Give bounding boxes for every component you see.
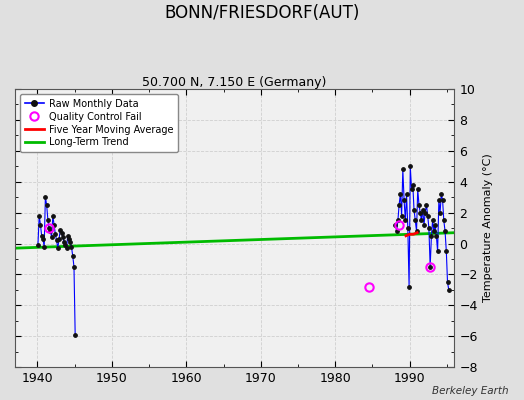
Point xyxy=(397,212,406,219)
Point xyxy=(62,245,71,251)
Point xyxy=(55,236,63,242)
Point xyxy=(419,206,427,213)
Point xyxy=(444,287,453,293)
Point xyxy=(39,236,47,242)
Point xyxy=(441,228,449,234)
Text: Berkeley Earth: Berkeley Earth xyxy=(432,386,508,396)
Point xyxy=(415,202,423,208)
Point xyxy=(42,202,51,208)
Point xyxy=(432,232,441,239)
Point xyxy=(405,284,413,290)
Point xyxy=(61,242,70,248)
Point xyxy=(394,217,402,224)
Point xyxy=(52,237,61,244)
Point xyxy=(63,232,72,239)
Point xyxy=(406,163,414,170)
Point xyxy=(49,212,57,219)
Point xyxy=(392,228,401,234)
Point xyxy=(422,202,431,208)
Point xyxy=(433,248,442,254)
Point xyxy=(429,217,437,224)
Point xyxy=(425,225,433,231)
Point xyxy=(439,197,447,204)
Point xyxy=(35,212,43,219)
Point xyxy=(70,264,78,270)
Title: 50.700 N, 7.150 E (Germany): 50.700 N, 7.150 E (Germany) xyxy=(143,76,327,89)
Point xyxy=(69,253,77,259)
Point xyxy=(402,191,411,197)
Point xyxy=(71,332,79,338)
Point xyxy=(41,194,50,200)
Point xyxy=(34,242,42,248)
Point xyxy=(400,197,408,204)
Point xyxy=(56,226,64,233)
Point xyxy=(426,264,434,270)
Point xyxy=(65,236,73,242)
Point xyxy=(409,182,417,188)
Point xyxy=(396,191,405,197)
Point xyxy=(442,248,451,254)
Point xyxy=(38,232,46,239)
Point xyxy=(57,230,66,236)
Point xyxy=(411,217,419,224)
Point xyxy=(440,217,448,224)
Point xyxy=(67,244,75,250)
Point xyxy=(66,239,74,245)
Point xyxy=(50,222,58,228)
Point xyxy=(395,202,403,208)
Point xyxy=(46,228,54,234)
Point xyxy=(410,206,418,213)
Point xyxy=(59,234,67,240)
Y-axis label: Temperature Anomaly (°C): Temperature Anomaly (°C) xyxy=(483,154,493,302)
Point xyxy=(423,212,432,219)
Point xyxy=(407,186,416,193)
Point xyxy=(401,217,410,224)
Point xyxy=(399,166,407,172)
Point xyxy=(51,231,60,238)
Point xyxy=(430,228,438,234)
Point xyxy=(443,279,452,285)
Point xyxy=(413,186,422,193)
Point xyxy=(436,210,444,216)
Text: BONN/FRIESDORF(AUT): BONN/FRIESDORF(AUT) xyxy=(165,4,359,22)
Point xyxy=(431,222,439,228)
Point xyxy=(412,228,421,234)
Legend: Raw Monthly Data, Quality Control Fail, Five Year Moving Average, Long-Term Tren: Raw Monthly Data, Quality Control Fail, … xyxy=(20,94,178,152)
Point xyxy=(437,191,445,197)
Point xyxy=(391,222,400,228)
Point xyxy=(420,222,428,228)
Point xyxy=(45,225,53,231)
Point xyxy=(417,217,425,224)
Point xyxy=(43,217,52,224)
Point xyxy=(40,244,48,250)
Point xyxy=(403,225,412,231)
Point xyxy=(435,197,443,204)
Point xyxy=(416,210,424,216)
Point xyxy=(421,210,429,216)
Point xyxy=(427,232,435,239)
Point xyxy=(53,245,62,251)
Point xyxy=(48,234,56,240)
Point xyxy=(36,222,45,228)
Point xyxy=(60,239,68,245)
